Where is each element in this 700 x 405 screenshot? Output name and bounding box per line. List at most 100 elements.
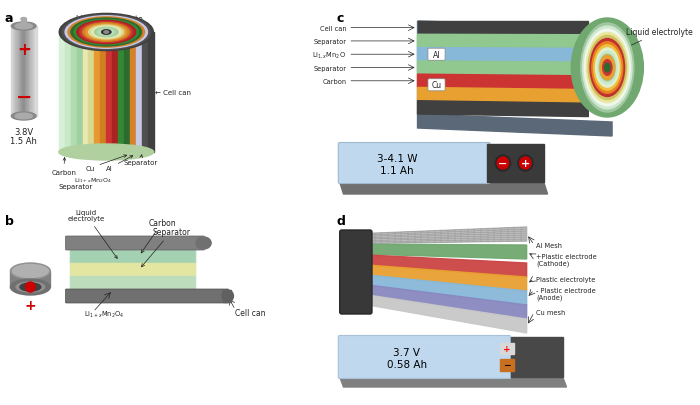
Bar — [112, 33, 118, 153]
Bar — [23, 27, 25, 117]
Ellipse shape — [80, 23, 133, 43]
Text: Cu mesh: Cu mesh — [536, 309, 566, 315]
Ellipse shape — [77, 21, 136, 45]
Ellipse shape — [20, 284, 41, 291]
Bar — [11, 27, 13, 117]
Text: Cu: Cu — [85, 156, 127, 172]
Bar — [70, 249, 195, 290]
Bar — [25, 27, 27, 117]
Polygon shape — [368, 265, 526, 291]
Bar — [21, 27, 22, 117]
Bar — [22, 27, 23, 117]
Ellipse shape — [15, 24, 32, 30]
Bar — [70, 263, 195, 277]
Text: - Plastic electrode: - Plastic electrode — [536, 287, 596, 293]
Bar — [21, 20, 27, 25]
Bar — [24, 27, 25, 117]
Ellipse shape — [571, 19, 643, 118]
Ellipse shape — [60, 14, 153, 51]
Ellipse shape — [590, 39, 624, 97]
Bar — [20, 27, 22, 117]
Polygon shape — [340, 377, 566, 387]
Ellipse shape — [15, 114, 32, 119]
Ellipse shape — [97, 30, 115, 36]
Bar — [65, 33, 71, 153]
Text: Carbon: Carbon — [141, 218, 176, 253]
Bar — [17, 27, 18, 117]
Ellipse shape — [21, 19, 27, 21]
Ellipse shape — [11, 113, 36, 121]
Bar — [19, 27, 20, 117]
Text: Al: Al — [106, 156, 133, 172]
Polygon shape — [368, 275, 526, 305]
Circle shape — [497, 158, 509, 170]
Circle shape — [496, 156, 510, 172]
Bar — [88, 33, 95, 153]
Ellipse shape — [62, 15, 150, 50]
Bar — [27, 27, 28, 117]
Bar — [15, 27, 17, 117]
Ellipse shape — [582, 27, 632, 110]
Ellipse shape — [83, 23, 130, 42]
Text: Carbon: Carbon — [322, 79, 346, 85]
Bar — [486, 145, 544, 183]
Bar — [512, 337, 563, 377]
Polygon shape — [417, 75, 588, 90]
Text: Cell can: Cell can — [320, 26, 346, 32]
Text: d: d — [337, 215, 346, 228]
Ellipse shape — [11, 23, 36, 31]
Bar — [29, 27, 30, 117]
FancyBboxPatch shape — [338, 143, 490, 184]
Text: Liquid electrolyte: Liquid electrolyte — [76, 15, 143, 23]
Text: +Plastic electrode: +Plastic electrode — [536, 254, 597, 260]
Text: b: b — [5, 215, 13, 228]
Polygon shape — [417, 88, 588, 104]
Ellipse shape — [592, 43, 623, 94]
Text: 3.7 V: 3.7 V — [393, 347, 420, 357]
Bar — [25, 27, 26, 117]
Polygon shape — [417, 62, 588, 76]
Polygon shape — [368, 228, 526, 244]
Polygon shape — [417, 22, 593, 115]
Ellipse shape — [85, 25, 127, 41]
FancyBboxPatch shape — [66, 237, 204, 250]
Text: 0.58 Ah: 0.58 Ah — [386, 359, 427, 369]
Ellipse shape — [104, 32, 108, 34]
Bar — [124, 33, 130, 153]
Text: −: − — [498, 159, 508, 168]
Bar — [118, 33, 125, 153]
Bar — [83, 33, 89, 153]
Bar — [15, 27, 16, 117]
Text: −: − — [15, 87, 32, 106]
Ellipse shape — [16, 282, 45, 292]
Text: 3.8V: 3.8V — [14, 127, 34, 136]
Polygon shape — [417, 22, 588, 35]
Bar — [148, 33, 154, 153]
Bar — [100, 33, 107, 153]
Text: 1.1 Ah: 1.1 Ah — [380, 165, 414, 175]
Ellipse shape — [74, 20, 139, 46]
Bar — [10, 271, 50, 287]
Bar — [35, 27, 36, 117]
Polygon shape — [417, 35, 588, 49]
Text: ← Cell can: ← Cell can — [155, 90, 190, 96]
Ellipse shape — [94, 28, 118, 38]
Ellipse shape — [605, 64, 610, 73]
Bar — [500, 343, 514, 354]
Bar — [94, 33, 101, 153]
Ellipse shape — [596, 49, 619, 88]
Circle shape — [518, 156, 533, 172]
Polygon shape — [417, 115, 612, 136]
Bar — [34, 27, 35, 117]
Ellipse shape — [10, 279, 50, 295]
Text: Al Mesh: Al Mesh — [536, 243, 562, 248]
Bar — [18, 27, 20, 117]
Bar — [59, 33, 65, 153]
Text: 1.5 Ah: 1.5 Ah — [10, 136, 37, 145]
Bar — [26, 27, 27, 117]
Bar — [106, 33, 113, 153]
Text: −: − — [503, 360, 511, 370]
Text: Carbon: Carbon — [51, 158, 76, 175]
Bar — [71, 33, 77, 153]
Bar — [16, 27, 18, 117]
